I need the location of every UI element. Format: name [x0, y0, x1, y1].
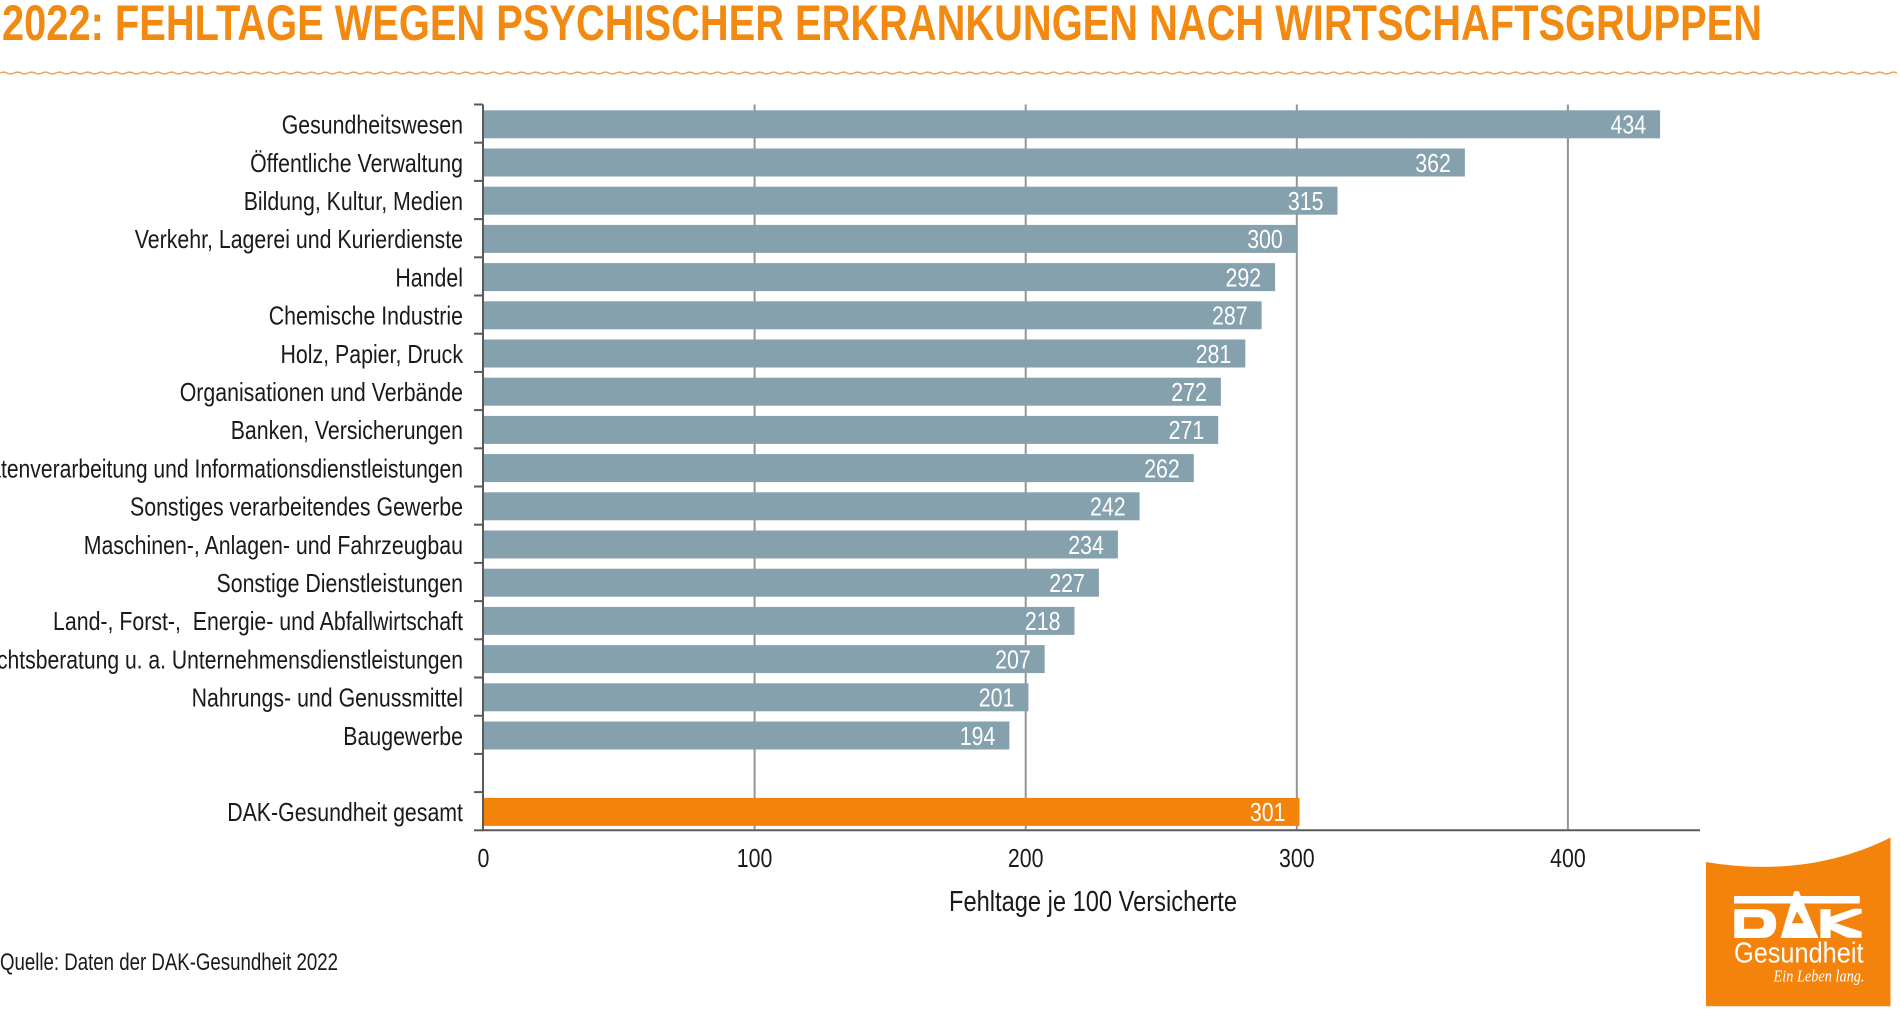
svg-text:201: 201 [979, 683, 1015, 713]
svg-text:207: 207 [995, 644, 1031, 674]
svg-text:Fehltage je 100 Versicherte: Fehltage je 100 Versicherte [949, 886, 1237, 918]
svg-text:194: 194 [960, 721, 996, 751]
svg-text:271: 271 [1169, 415, 1205, 445]
svg-text:Maschinen-, Anlagen- und Fahrz: Maschinen-, Anlagen- und Fahrzeugbau [84, 530, 463, 560]
svg-text:Sonstiges verarbeitendes Gewer: Sonstiges verarbeitendes Gewerbe [130, 492, 463, 522]
svg-text:Gesundheit: Gesundheit [1734, 938, 1864, 970]
svg-text:Quelle: Daten der DAK-Gesundhe: Quelle: Daten der DAK-Gesundheit 2022 [0, 949, 338, 976]
svg-text:315: 315 [1288, 186, 1324, 216]
svg-text:242: 242 [1090, 492, 1126, 522]
svg-text:Chemische Industrie: Chemische Industrie [269, 301, 463, 331]
svg-text:Bildung, Kultur, Medien: Bildung, Kultur, Medien [244, 186, 463, 216]
svg-text:434: 434 [1611, 110, 1647, 140]
svg-text:Sonstige Dienstleistungen: Sonstige Dienstleistungen [217, 568, 464, 598]
svg-text:Holz, Papier, Druck: Holz, Papier, Druck [281, 339, 464, 369]
svg-text:Organisationen und Verbände: Organisationen und Verbände [180, 377, 463, 407]
svg-text:Gesundheitswesen: Gesundheitswesen [282, 110, 463, 140]
svg-text:Datenverarbeitung und Informat: Datenverarbeitung und Informationsdienst… [0, 453, 463, 483]
svg-text:400: 400 [1550, 843, 1586, 873]
svg-text:100: 100 [737, 843, 773, 873]
svg-text:Land-, Forst-, Energie- und A: Land-, Forst-, Energie- und Abfallwirtsc… [53, 606, 464, 636]
svg-text:300: 300 [1279, 843, 1315, 873]
svg-text:Handel: Handel [395, 262, 463, 292]
svg-text:362: 362 [1415, 148, 1451, 178]
svg-text:227: 227 [1049, 568, 1085, 598]
svg-text:272: 272 [1171, 377, 1207, 407]
svg-text:Ein Leben lang.: Ein Leben lang. [1773, 967, 1865, 986]
svg-text:218: 218 [1025, 606, 1061, 636]
svg-text:200: 200 [1008, 843, 1044, 873]
svg-text:287: 287 [1212, 301, 1248, 331]
svg-text:Baugewerbe: Baugewerbe [343, 721, 463, 751]
svg-text:300: 300 [1247, 224, 1283, 254]
svg-text:DAK-Gesundheit gesamt: DAK-Gesundheit gesamt [227, 797, 463, 827]
svg-text:234: 234 [1068, 530, 1104, 560]
svg-text:281: 281 [1196, 339, 1232, 369]
svg-text:Verkehr, Lagerei und Kurierdie: Verkehr, Lagerei und Kurierdienste [135, 224, 463, 254]
svg-text:Rechtsberatung u. a. Unternehm: Rechtsberatung u. a. Unternehmensdienstl… [0, 644, 463, 674]
svg-text:Nahrungs- und Genussmittel: Nahrungs- und Genussmittel [192, 683, 463, 713]
svg-text:Banken, Versicherungen: Banken, Versicherungen [231, 415, 463, 445]
svg-text:0: 0 [478, 843, 490, 873]
svg-text:Öffentliche Verwaltung: Öffentliche Verwaltung [250, 148, 463, 178]
svg-text:301: 301 [1250, 797, 1286, 827]
svg-text:2022: FEHLTAGE WEGEN PSYCHISCH: 2022: FEHLTAGE WEGEN PSYCHISCHER ERKRANK… [2, 0, 1762, 51]
svg-text:262: 262 [1144, 453, 1180, 483]
svg-text:292: 292 [1226, 262, 1262, 292]
